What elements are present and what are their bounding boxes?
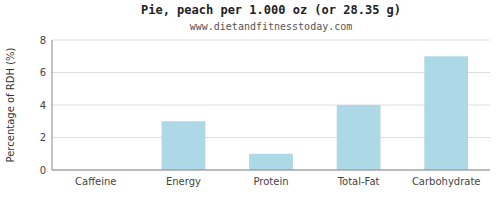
subtitle: www.dietandfitnesstoday.com — [190, 21, 353, 32]
grid-line — [52, 40, 490, 41]
bar — [337, 105, 381, 170]
x-axis: Caffeine Energy Protein Total-Fat Carbohydra… — [75, 176, 480, 187]
y-axis-label: Percentage of RDH (%) — [5, 47, 16, 162]
grid-line — [52, 170, 490, 171]
chart-svg: Pie, peach per 1.000 oz (or 28.35 g) www.… — [0, 0, 500, 200]
y-tick-label: 4 — [40, 100, 46, 111]
x-tick-label: Protein — [253, 176, 288, 187]
x-tick-label: Energy — [166, 176, 201, 187]
chart-container: Pie, peach per 1.000 oz (or 28.35 g) www.… — [0, 0, 500, 200]
bars — [162, 56, 469, 170]
x-axis-line — [52, 170, 490, 171]
x-tick-label: Caffeine — [75, 176, 116, 187]
y-axis: 0 2 4 6 8 — [40, 35, 490, 176]
y-axis-line — [52, 40, 53, 170]
x-tick-label: Total-Fat — [337, 176, 380, 187]
title: Pie, peach per 1.000 oz (or 28.35 g) — [141, 3, 401, 17]
y-tick-label: 2 — [40, 132, 46, 143]
y-tick-label: 0 — [40, 165, 46, 176]
y-tick-label: 8 — [40, 35, 46, 46]
bar — [162, 121, 206, 170]
bar — [424, 56, 468, 170]
bar — [249, 154, 293, 170]
y-tick-label: 6 — [40, 67, 46, 78]
x-tick-label: Carbohydrate — [412, 176, 481, 187]
